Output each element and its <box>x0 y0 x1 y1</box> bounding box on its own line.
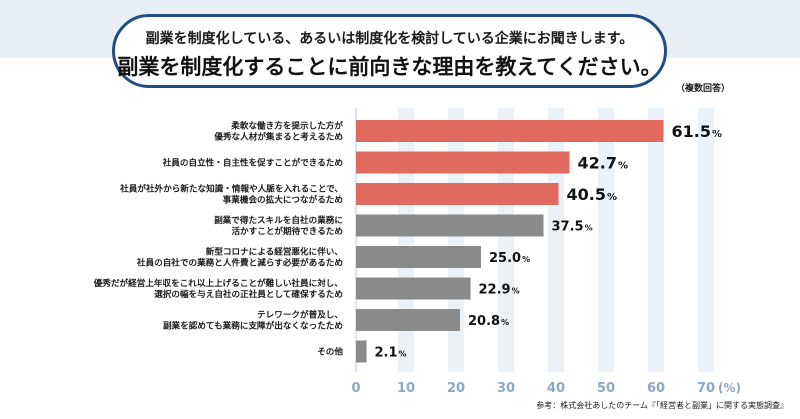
value-label: 37.5% <box>552 220 593 235</box>
category-label: 副業で得たスキルを自社の業務に活かすことが期待できるため <box>214 214 343 237</box>
grid-band <box>548 108 564 372</box>
grid-band <box>598 108 614 372</box>
bar <box>356 183 559 205</box>
value-label: 2.1% <box>375 346 407 361</box>
category-label: 社員が社外から新たな知識・情報や人脈を入れることで、事業機会の拡大につながるため <box>119 183 343 206</box>
bar <box>356 120 664 142</box>
x-tick-label: 40 <box>547 381 565 396</box>
category-label: その他 <box>317 346 343 358</box>
category-label: 優秀だが経営上年収をこれ以上上げることが難しい社員に対し、選択の幅を与え自社の正… <box>93 277 343 300</box>
bar <box>356 340 367 363</box>
chart-title: 副業を制度化することに前向きな理由を教えてください。 <box>117 55 662 79</box>
grid-band <box>698 108 714 372</box>
value-label: 40.5% <box>567 185 618 204</box>
category-label: 社員の自立性・自主性を促すことができるため <box>162 157 343 169</box>
bar <box>356 309 460 331</box>
x-tick-label: 20 <box>447 381 465 396</box>
source-note: 参考：株式会社あしたのチーム『「経営者と副業」に関する実態調査』 <box>536 401 788 410</box>
x-tick-label: 70 <box>697 381 715 396</box>
bar <box>356 277 471 300</box>
bar <box>356 151 570 174</box>
value-label: 20.8% <box>468 314 509 329</box>
x-tick-label: 30 <box>497 381 515 396</box>
title-banner: 副業を制度化している、あるいは制度化を検討している企業にお聞きします。 副業を制… <box>112 14 667 88</box>
bar <box>356 246 481 268</box>
value-label: 42.7% <box>578 154 629 173</box>
x-tick-label: 0 <box>351 381 360 396</box>
x-tick-label: 60 <box>647 381 665 396</box>
grid-band <box>648 108 664 372</box>
multiple-answer-note: （複数回答） <box>676 84 731 94</box>
category-label: 柔軟な働き方を提示した方が優秀な人材が集まると考えるため <box>213 120 343 143</box>
grid-band <box>398 108 414 372</box>
bar <box>356 214 544 237</box>
value-label: 22.9% <box>479 283 520 298</box>
x-tick-label: 50 <box>597 381 615 396</box>
x-tick-label: 10 <box>397 381 415 396</box>
x-axis-unit: (%) <box>718 381 741 395</box>
grid-band <box>448 108 464 372</box>
category-label: 新型コロナによる経営悪化に伴い、社員の自社での業務と人件費と減らす必要があるため <box>136 246 343 269</box>
grid-band <box>498 108 514 372</box>
value-label: 25.0% <box>489 251 530 266</box>
category-label: テレワークが普及し、副業を認めても業務に支障が出なくなったため <box>163 309 343 332</box>
value-label: 61.5% <box>672 122 723 141</box>
chart-subtitle: 副業を制度化している、あるいは制度化を検討している企業にお聞きします。 <box>145 31 634 47</box>
